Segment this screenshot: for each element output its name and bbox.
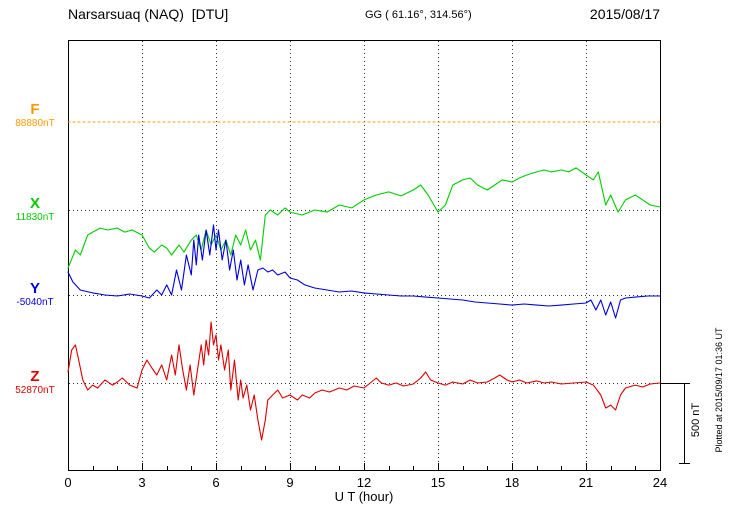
x-tick-label: 6 xyxy=(212,475,219,490)
component-legend-F: F 88880nT xyxy=(6,102,64,130)
plotted-at-note: Plotted at 2015/09/17 01:36 UT xyxy=(714,327,724,453)
trace-Z xyxy=(67,321,661,441)
x-tick-label: 21 xyxy=(579,475,593,490)
x-tick-label: 15 xyxy=(431,475,445,490)
x-axis-label: U T (hour) xyxy=(334,489,394,504)
component-base-value-Y: -5040nT xyxy=(16,297,54,308)
plot-date: 2015/08/17 xyxy=(589,6,660,22)
x-tick-label: 9 xyxy=(286,475,293,490)
scale-bar-label: 500 nT xyxy=(690,402,702,438)
x-tick-label: 12 xyxy=(357,475,371,490)
component-legend-Z: Z 52870nT xyxy=(6,369,64,397)
station-title: Narsarsuaq (NAQ) [DTU] xyxy=(68,6,229,22)
component-legend-Y: Y -5040nT xyxy=(6,281,64,309)
component-base-value-F: 88880nT xyxy=(15,118,55,129)
x-tick-label: 18 xyxy=(505,475,519,490)
trace-X xyxy=(67,167,661,269)
component-base-value-Z: 52870nT xyxy=(15,385,55,396)
geographic-coordinates: GG ( 61.16°, 314.56°) xyxy=(365,9,472,21)
component-legend-X: X 11830nT xyxy=(6,196,64,224)
component-letter-X: X xyxy=(29,195,40,212)
x-tick-label: 0 xyxy=(64,475,71,490)
component-letter-Y: Y xyxy=(29,280,40,297)
component-letter-F: F xyxy=(30,101,40,118)
x-tick-label: 3 xyxy=(138,475,145,490)
plot-frame xyxy=(68,40,661,471)
component-letter-Z: Z xyxy=(30,368,40,385)
trace-Y xyxy=(67,224,661,319)
component-base-value-X: 11830nT xyxy=(15,212,55,223)
x-tick-label: 24 xyxy=(653,475,667,490)
